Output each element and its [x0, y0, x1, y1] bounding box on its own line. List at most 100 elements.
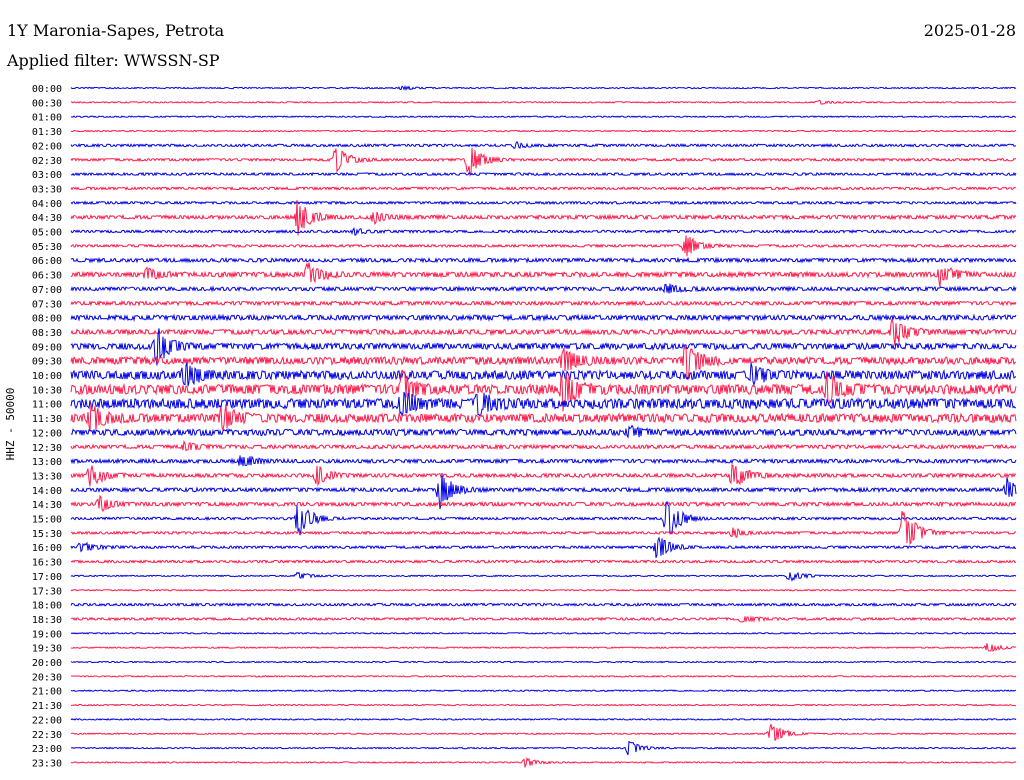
row-time-label: 02:30 [32, 156, 62, 167]
seismogram-trace [70, 500, 1017, 536]
row-time-label: 12:00 [32, 428, 62, 439]
seismogram-trace [70, 369, 1017, 412]
seismogram-trace [70, 99, 1017, 105]
seismogram-trace [71, 724, 1017, 742]
seismogram-trace [70, 439, 1017, 452]
row-time-label: 18:30 [32, 615, 62, 626]
row-time-label: 07:00 [32, 285, 62, 296]
row-time-label: 00:30 [32, 98, 62, 109]
seismogram-trace [70, 510, 1017, 545]
seismogram-trace [70, 171, 1017, 177]
seismogram-trace [70, 424, 1017, 439]
station-title: 1Y Maronia-Sapes, Petrota [7, 21, 225, 40]
seismogram-trace [70, 718, 1017, 721]
seismogram-trace [70, 186, 1017, 191]
row-time-label: 10:00 [32, 371, 62, 382]
row-time-label: 15:30 [32, 529, 62, 540]
row-time-label: 17:00 [32, 572, 62, 583]
row-time-label: 12:30 [32, 443, 62, 454]
seismogram-trace [70, 345, 1017, 381]
row-time-label: 09:30 [32, 357, 62, 368]
row-time-label: 06:30 [32, 271, 62, 282]
row-time-label: 18:00 [32, 601, 62, 612]
row-time-label: 03:00 [32, 170, 62, 181]
row-time-label: 20:30 [32, 672, 62, 683]
seismogram-trace [70, 559, 1017, 564]
seismogram-trace [70, 740, 1017, 756]
seismogram-trace [70, 615, 1017, 623]
seismogram-trace [70, 391, 1016, 417]
y-axis-label: HHZ - 50000 [4, 388, 17, 461]
row-time-label: 13:00 [32, 457, 62, 468]
row-time-label: 10:30 [32, 385, 62, 396]
seismogram-trace [70, 675, 1017, 678]
seismogram-trace [70, 227, 1017, 236]
row-time-label: 17:30 [32, 586, 62, 597]
row-time-label: 04:00 [32, 199, 62, 210]
seismogram-trace [70, 328, 1017, 366]
seismogram-trace [70, 200, 1017, 206]
seismogram-trace [70, 631, 1016, 635]
seismogram-trace [70, 299, 1017, 307]
row-time-label: 07:30 [32, 299, 62, 310]
row-time-label: 09:00 [32, 342, 62, 353]
row-time-label: 21:00 [32, 687, 62, 698]
row-time-label: 19:30 [32, 644, 62, 655]
row-time-label: 01:30 [32, 127, 62, 138]
trace-rows: 00:00 00:30 01:00 01:30 02:00 02:30 03:00 03:30… [32, 84, 1017, 769]
seismogram-trace [70, 463, 1017, 487]
row-time-label: 22:00 [32, 715, 62, 726]
seismogram-trace [70, 256, 1017, 264]
seismogram-trace [70, 473, 1017, 510]
seismogram-trace [70, 318, 1017, 346]
row-time-label: 04:30 [32, 213, 62, 224]
seismogram-trace [70, 689, 1017, 693]
seismogram-trace [70, 283, 1017, 294]
seismogram-trace [70, 536, 1017, 559]
seismogram-trace [70, 571, 1017, 582]
seismogram-trace [70, 588, 1017, 592]
seismogram-trace [70, 703, 1016, 707]
row-time-label: 20:00 [32, 658, 62, 669]
row-time-label: 03:30 [32, 184, 62, 195]
filter-label: Applied filter: WWSSN-SP [6, 51, 220, 70]
seismogram-trace [70, 235, 1017, 257]
seismogram-trace [70, 756, 1017, 769]
seismogram-trace [70, 494, 1017, 512]
seismogram-trace [70, 660, 1017, 664]
row-time-label: 14:30 [32, 500, 62, 511]
row-time-label: 00:00 [32, 84, 62, 95]
row-time-label: 15:00 [32, 515, 62, 526]
row-time-label: 23:30 [32, 758, 62, 769]
seismogram-trace [70, 147, 1017, 177]
row-time-label: 08:00 [32, 314, 62, 325]
seismogram-trace [70, 84, 1017, 92]
row-time-label: 22:30 [32, 730, 62, 741]
seismogram-trace [70, 199, 1017, 236]
row-time-label: 11:30 [32, 414, 62, 425]
seismogram-trace [70, 140, 1016, 149]
row-time-label: 21:30 [32, 701, 62, 712]
seismogram-trace [70, 602, 1017, 608]
seismogram-trace [70, 129, 1017, 133]
row-time-label: 16:30 [32, 558, 62, 569]
row-time-label: 05:30 [32, 242, 62, 253]
seismogram-trace [70, 643, 1017, 652]
row-time-label: 08:30 [32, 328, 62, 339]
seismogram-trace [70, 313, 1017, 322]
row-time-label: 16:00 [32, 543, 62, 554]
row-time-label: 01:00 [32, 113, 62, 124]
row-time-label: 13:30 [32, 471, 62, 482]
seismogram-trace [70, 362, 1017, 387]
row-time-label: 05:00 [32, 228, 62, 239]
row-time-label: 06:00 [32, 256, 62, 267]
seismogram-trace [70, 262, 1017, 288]
seismogram-trace [70, 403, 1017, 432]
seismogram-trace [70, 455, 1017, 467]
row-time-label: 19:00 [32, 629, 62, 640]
row-time-label: 23:00 [32, 744, 62, 755]
date-label: 2025-01-28 [924, 21, 1016, 40]
row-time-label: 14:00 [32, 486, 62, 497]
seismogram-trace [70, 115, 1017, 119]
